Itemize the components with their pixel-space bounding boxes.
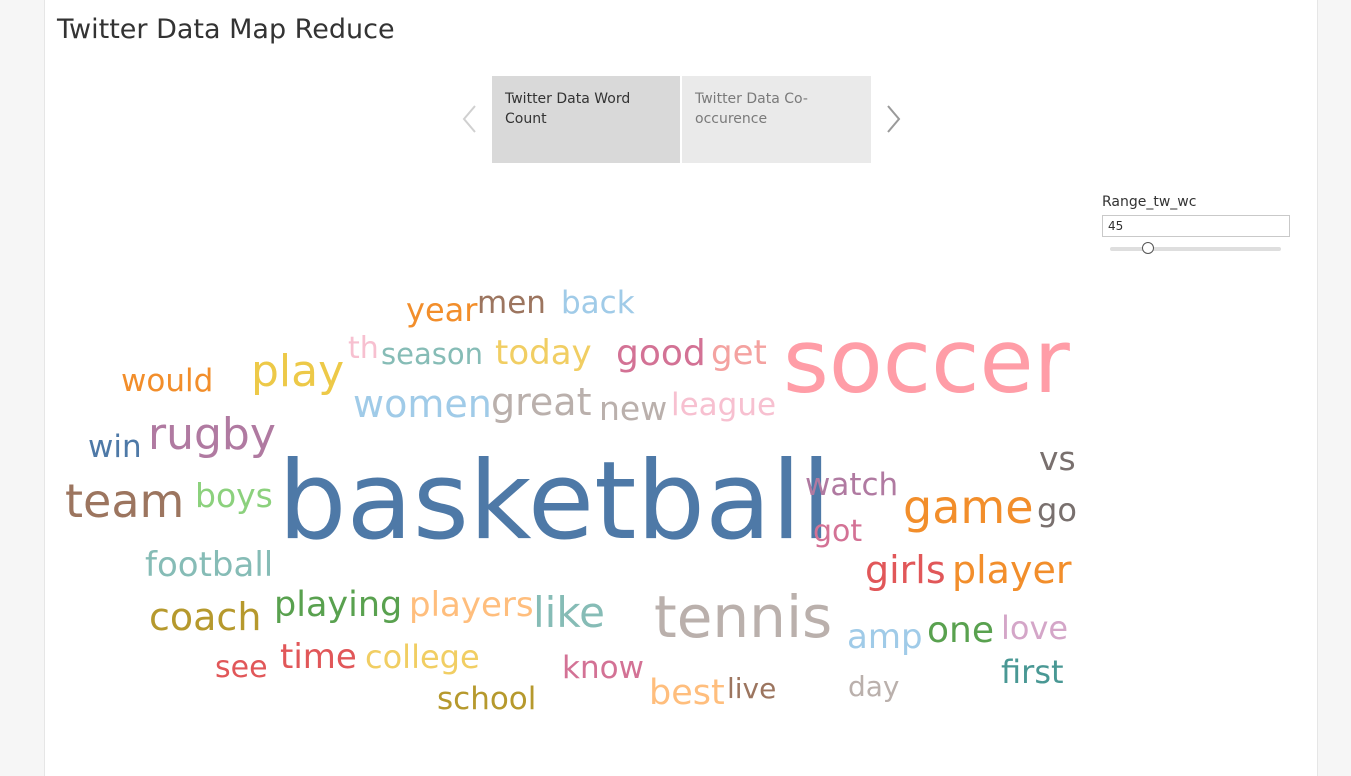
word-rugby[interactable]: rugby: [148, 409, 276, 460]
word-best[interactable]: best: [649, 673, 725, 713]
word-girls[interactable]: girls: [865, 548, 946, 592]
story-point-word-count[interactable]: Twitter Data Word Count: [492, 76, 680, 163]
word-th[interactable]: th: [348, 331, 379, 366]
word-players[interactable]: players: [409, 585, 534, 625]
word-go[interactable]: go: [1037, 491, 1077, 529]
word-good[interactable]: good: [616, 333, 706, 374]
parameter-label: Range_tw_wc: [1102, 194, 1197, 210]
word-would[interactable]: would: [121, 363, 214, 399]
word-football[interactable]: football: [145, 545, 274, 585]
word-league[interactable]: league: [671, 387, 777, 423]
story-point-co-occurence[interactable]: Twitter Data Co-occurence: [682, 76, 871, 163]
word-game[interactable]: game: [903, 480, 1034, 534]
word-basketball[interactable]: basketball: [278, 439, 832, 564]
page-title: Twitter Data Map Reduce: [57, 14, 395, 45]
word-today[interactable]: today: [495, 333, 592, 373]
parameter-value-input[interactable]: [1102, 215, 1290, 237]
word-cloud: basketball soccer tennis team rugby game play w…: [45, 0, 1317, 776]
word-season[interactable]: season: [381, 337, 483, 371]
dashboard: Twitter Data Map Reduce Twitter Data Wor…: [44, 0, 1318, 776]
word-watch[interactable]: watch: [805, 467, 899, 503]
parameter-slider-track[interactable]: [1110, 247, 1281, 251]
word-play[interactable]: play: [251, 346, 345, 397]
word-playing[interactable]: playing: [274, 585, 403, 625]
word-player[interactable]: player: [952, 548, 1072, 592]
word-amp[interactable]: amp: [847, 617, 923, 657]
word-boys[interactable]: boys: [195, 476, 273, 515]
word-college[interactable]: college: [365, 638, 480, 676]
word-great[interactable]: great: [491, 380, 592, 424]
word-one[interactable]: one: [927, 610, 994, 651]
word-got[interactable]: got: [813, 514, 863, 549]
word-back[interactable]: back: [561, 285, 635, 321]
chevron-right-icon: [887, 105, 901, 133]
word-coach[interactable]: coach: [149, 595, 262, 639]
word-see[interactable]: see: [215, 650, 268, 685]
word-love[interactable]: love: [1001, 609, 1069, 647]
word-win[interactable]: win: [88, 429, 142, 465]
word-men[interactable]: men: [477, 285, 546, 321]
word-know[interactable]: know: [562, 650, 644, 686]
word-day[interactable]: day: [848, 670, 900, 703]
word-year[interactable]: year: [406, 291, 478, 329]
word-new[interactable]: new: [599, 389, 668, 428]
word-first[interactable]: first: [1001, 653, 1064, 691]
next-story-point-button[interactable]: [881, 100, 905, 138]
word-women[interactable]: women: [353, 382, 492, 426]
word-get[interactable]: get: [711, 333, 767, 373]
word-time[interactable]: time: [280, 637, 357, 677]
word-live[interactable]: live: [727, 672, 777, 705]
word-team[interactable]: team: [65, 474, 185, 528]
chevron-left-icon: [462, 105, 476, 133]
parameter-slider-thumb[interactable]: [1141, 242, 1154, 254]
word-like[interactable]: like: [533, 588, 606, 637]
word-soccer[interactable]: soccer: [783, 310, 1070, 413]
word-school[interactable]: school: [437, 681, 537, 717]
previous-story-point-button[interactable]: [458, 100, 482, 138]
word-vs[interactable]: vs: [1039, 439, 1076, 478]
word-tennis[interactable]: tennis: [654, 583, 833, 651]
